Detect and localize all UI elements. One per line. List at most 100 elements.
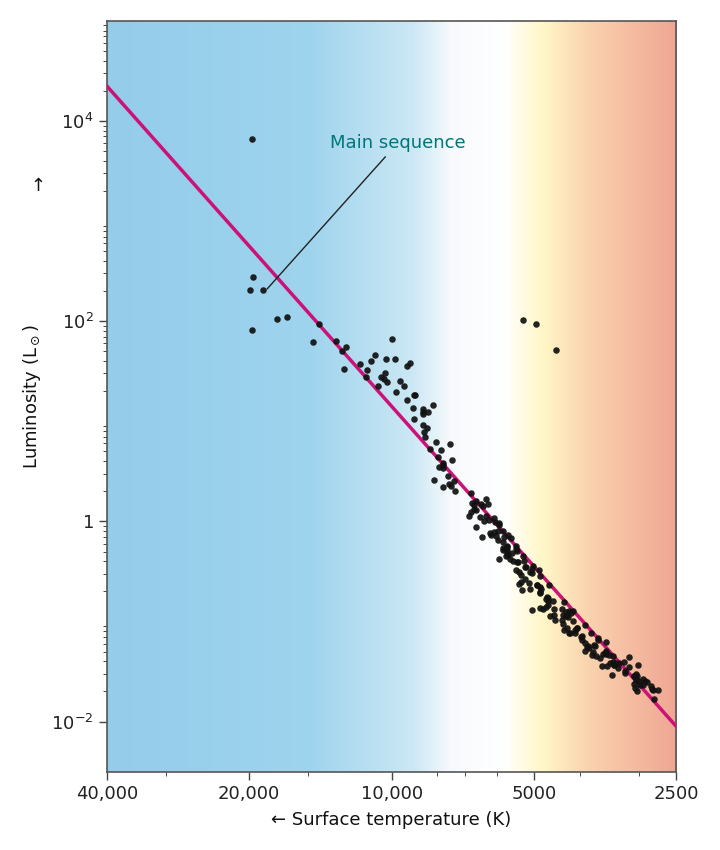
Point [387,332,398,346]
Point [246,132,258,145]
Point [557,613,568,626]
Point [492,524,503,538]
Point [558,624,570,638]
Point [417,407,428,421]
Point [549,614,561,627]
Point [589,639,600,653]
Point [490,515,501,529]
Point [631,684,643,698]
Point [379,372,390,386]
Point [470,520,482,534]
Point [483,513,495,527]
Point [465,487,477,501]
Point [577,633,588,647]
Point [382,375,393,388]
Point [557,602,568,615]
Point [404,356,415,370]
Point [337,344,348,358]
Point [534,585,546,598]
Point [649,693,660,706]
Point [445,479,456,493]
Point [610,655,621,669]
Point [565,606,577,620]
Point [361,363,373,377]
Text: Main sequence: Main sequence [267,134,466,289]
Point [618,655,630,669]
Point [513,577,525,591]
Point [497,524,508,538]
Point [639,674,651,688]
Point [471,503,482,517]
Point [519,573,531,586]
Point [579,618,590,632]
Point [596,660,608,673]
Point [537,602,549,615]
Point [379,352,391,366]
Point [632,659,644,672]
Point [244,283,256,297]
Point [531,578,543,592]
Point [490,529,502,542]
Point [511,555,523,569]
Point [541,600,552,614]
Point [608,659,620,672]
Point [542,592,554,605]
Point [418,425,430,439]
Point [401,360,413,373]
Point [444,478,455,491]
Point [480,492,492,506]
Point [493,517,505,530]
Point [634,675,645,688]
Point [523,576,535,590]
Point [467,496,478,510]
Point [498,541,509,555]
Point [492,533,503,547]
Point [417,402,428,416]
Point [585,626,597,639]
Point [465,505,477,518]
Point [442,469,454,483]
Point [542,594,554,608]
Point [484,527,495,541]
Point [534,570,545,583]
Point [571,620,582,634]
Point [475,497,487,511]
Point [444,437,456,451]
Point [428,399,439,412]
Point [540,592,552,605]
Point [601,659,613,672]
Point [502,529,513,542]
Point [547,594,559,608]
Point [519,560,531,574]
Point [575,630,587,643]
Text: $\uparrow$: $\uparrow$ [27,177,44,195]
Point [652,683,664,697]
Point [534,601,546,615]
Point [369,348,381,362]
Point [313,318,325,332]
Point [595,651,606,665]
Point [526,562,537,575]
Point [478,514,490,528]
Point [600,644,612,658]
Point [600,635,612,649]
Point [498,530,510,544]
Point [582,639,593,653]
Point [409,388,420,402]
Point [516,575,527,589]
Point [437,458,449,472]
Point [518,549,529,563]
Point [425,442,436,456]
Point [468,502,480,516]
Point [600,648,612,661]
Point [431,435,442,449]
Point [637,672,649,686]
Point [464,509,475,523]
Point [624,650,635,664]
Point [421,422,433,435]
Point [524,564,536,578]
Point [582,640,593,654]
Point [502,548,513,562]
Point [366,354,377,368]
Point [544,609,555,622]
